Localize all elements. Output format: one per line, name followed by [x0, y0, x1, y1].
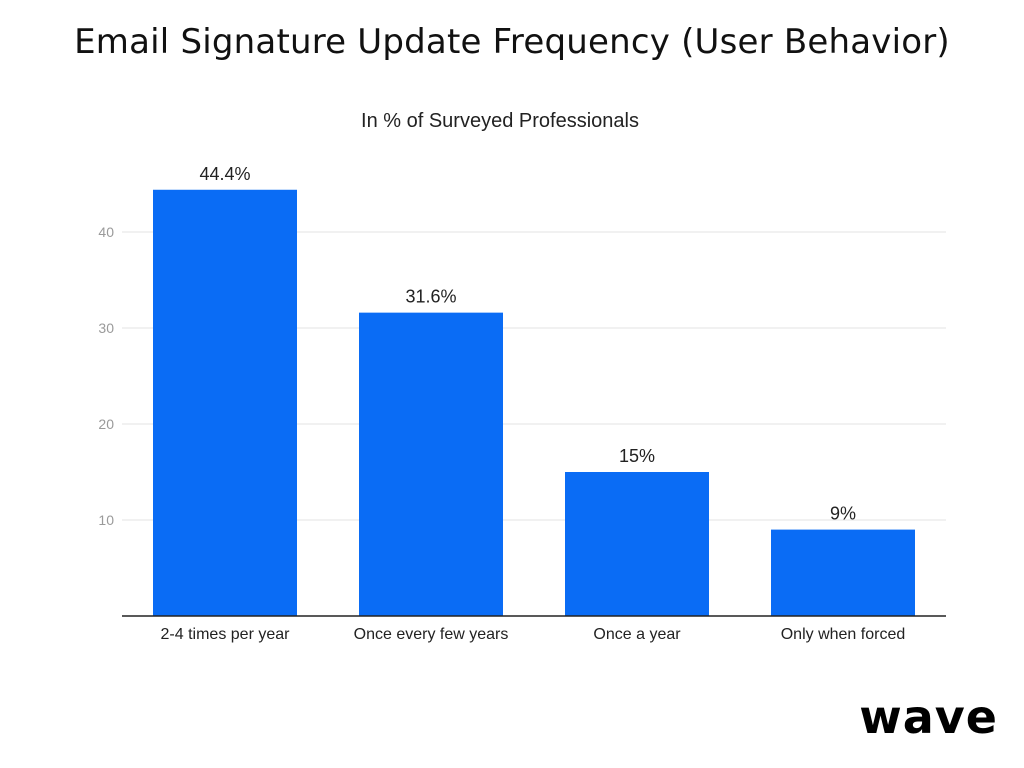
category-label-1: Once every few years	[354, 626, 509, 643]
data-label-3: 9%	[830, 504, 856, 524]
y-tick-label: 10	[98, 512, 114, 528]
bar-2	[565, 472, 709, 616]
data-label-2: 15%	[619, 446, 655, 466]
bar-3	[771, 529, 915, 616]
y-tick-label: 20	[98, 416, 114, 432]
y-tick-label: 40	[98, 224, 114, 240]
category-label-2: Once a year	[593, 626, 681, 643]
category-label-3: Only when forced	[781, 626, 906, 643]
x-axis-categories: 2-4 times per year Once every few years On…	[161, 626, 906, 643]
wave-logo: wave	[859, 690, 998, 744]
page-title: Email Signature Update Frequency (User B…	[74, 22, 950, 62]
data-label-1: 31.6%	[405, 287, 456, 307]
bar-0	[153, 189, 297, 616]
category-label-0: 2-4 times per year	[161, 626, 291, 643]
y-axis-ticks: 10 20 30 40	[98, 224, 114, 528]
chart-subtitle: In % of Surveyed Professionals	[361, 110, 639, 132]
y-tick-label: 30	[98, 320, 114, 336]
data-label-0: 44.4%	[199, 164, 250, 184]
bar-1	[359, 312, 503, 616]
data-labels: 44.4% 31.6% 15% 9%	[199, 164, 856, 524]
bars	[153, 189, 915, 616]
